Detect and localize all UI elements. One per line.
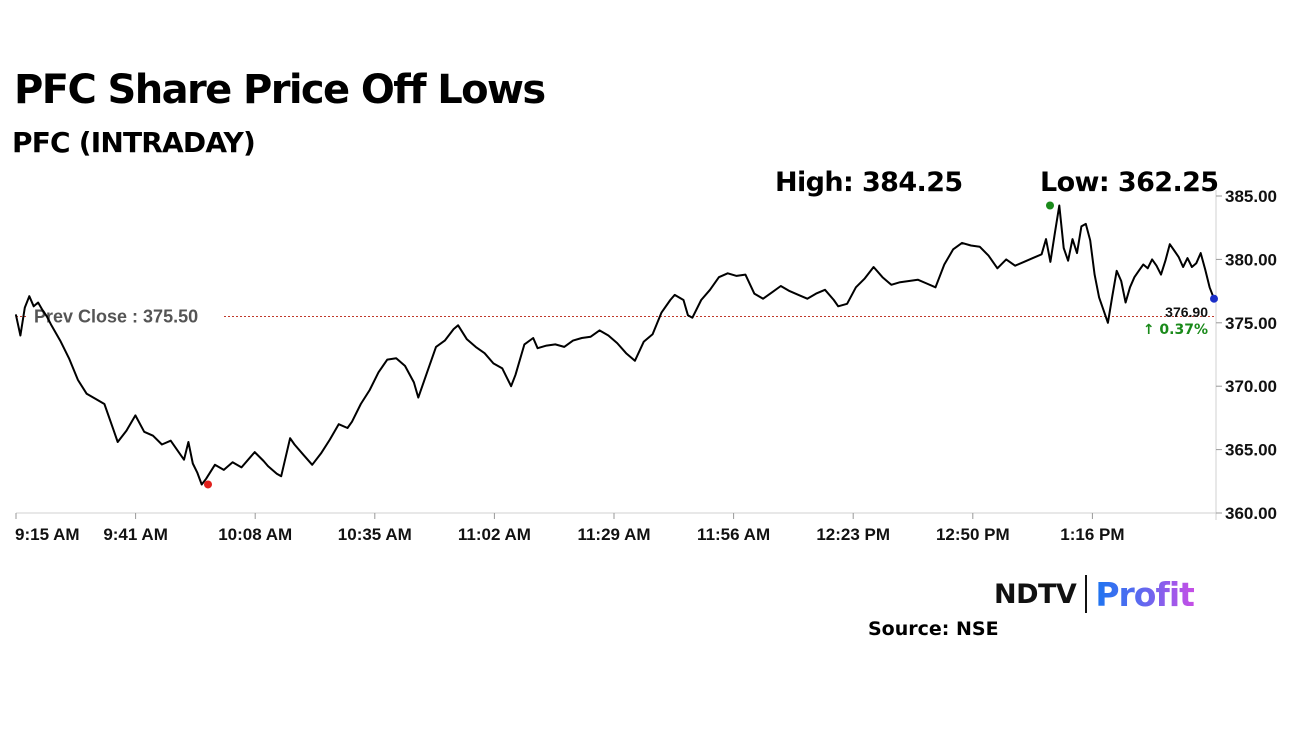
prev-close-label: Prev Close : 375.50 xyxy=(34,306,198,326)
x-tick-label: 11:56 AM xyxy=(697,525,770,544)
x-tick-label: 1:16 PM xyxy=(1060,525,1124,544)
x-tick-label: 11:02 AM xyxy=(458,525,531,544)
y-tick-label: 360.00 xyxy=(1225,504,1277,523)
y-tick-label: 365.00 xyxy=(1225,441,1277,460)
x-tick-label: 12:50 PM xyxy=(936,525,1010,544)
y-tick-label: 385.00 xyxy=(1225,187,1277,206)
ndtv-profit-logo: NDTV Profit xyxy=(994,574,1195,614)
prev-close-group: Prev Close : 375.50 xyxy=(16,304,1214,327)
logo-divider xyxy=(1085,575,1088,613)
chart-title: PFC Share Price Off Lows xyxy=(14,67,546,113)
y-tick-label: 380.00 xyxy=(1225,250,1277,269)
low-marker xyxy=(204,480,212,489)
prev-close-label-bg xyxy=(28,304,222,327)
price-line xyxy=(15,204,1215,486)
series-group xyxy=(15,204,1215,486)
last-marker xyxy=(1210,294,1218,303)
last-price-group: 376.90 ↑ 0.37% xyxy=(1143,304,1208,338)
source-note: Source: NSE xyxy=(868,618,999,640)
x-tick-label: 12:23 PM xyxy=(816,525,890,544)
high-marker xyxy=(1046,201,1054,210)
x-tick-label: 10:35 AM xyxy=(338,525,412,544)
last-price-label: 376.90 xyxy=(1165,304,1208,320)
x-tick-label: 9:41 AM xyxy=(103,525,168,544)
markers-group xyxy=(204,201,1218,489)
low-callout: Low: 362.25 xyxy=(1040,167,1219,198)
y-axis: 385.00 380.00 375.00 370.00 365.00 360.00 xyxy=(1215,187,1277,523)
logo-profit-text: Profit xyxy=(1095,574,1195,614)
x-tick-label: 11:29 AM xyxy=(577,525,650,544)
logo-ndtv-text: NDTV xyxy=(994,578,1077,610)
y-tick-label: 375.00 xyxy=(1225,314,1277,333)
x-axis: 9:15 AM 9:41 AM 10:08 AM 10:35 AM 11:02 AM 11… xyxy=(15,512,1216,544)
x-tick-label: 10:08 AM xyxy=(218,525,292,544)
high-callout: High: 384.25 xyxy=(775,167,963,198)
x-tick-label: 9:15 AM xyxy=(15,525,80,544)
y-tick-label: 370.00 xyxy=(1225,377,1277,396)
chart-subtitle: PFC (INTRADAY) xyxy=(12,126,256,159)
change-label: ↑ 0.37% xyxy=(1143,322,1208,338)
